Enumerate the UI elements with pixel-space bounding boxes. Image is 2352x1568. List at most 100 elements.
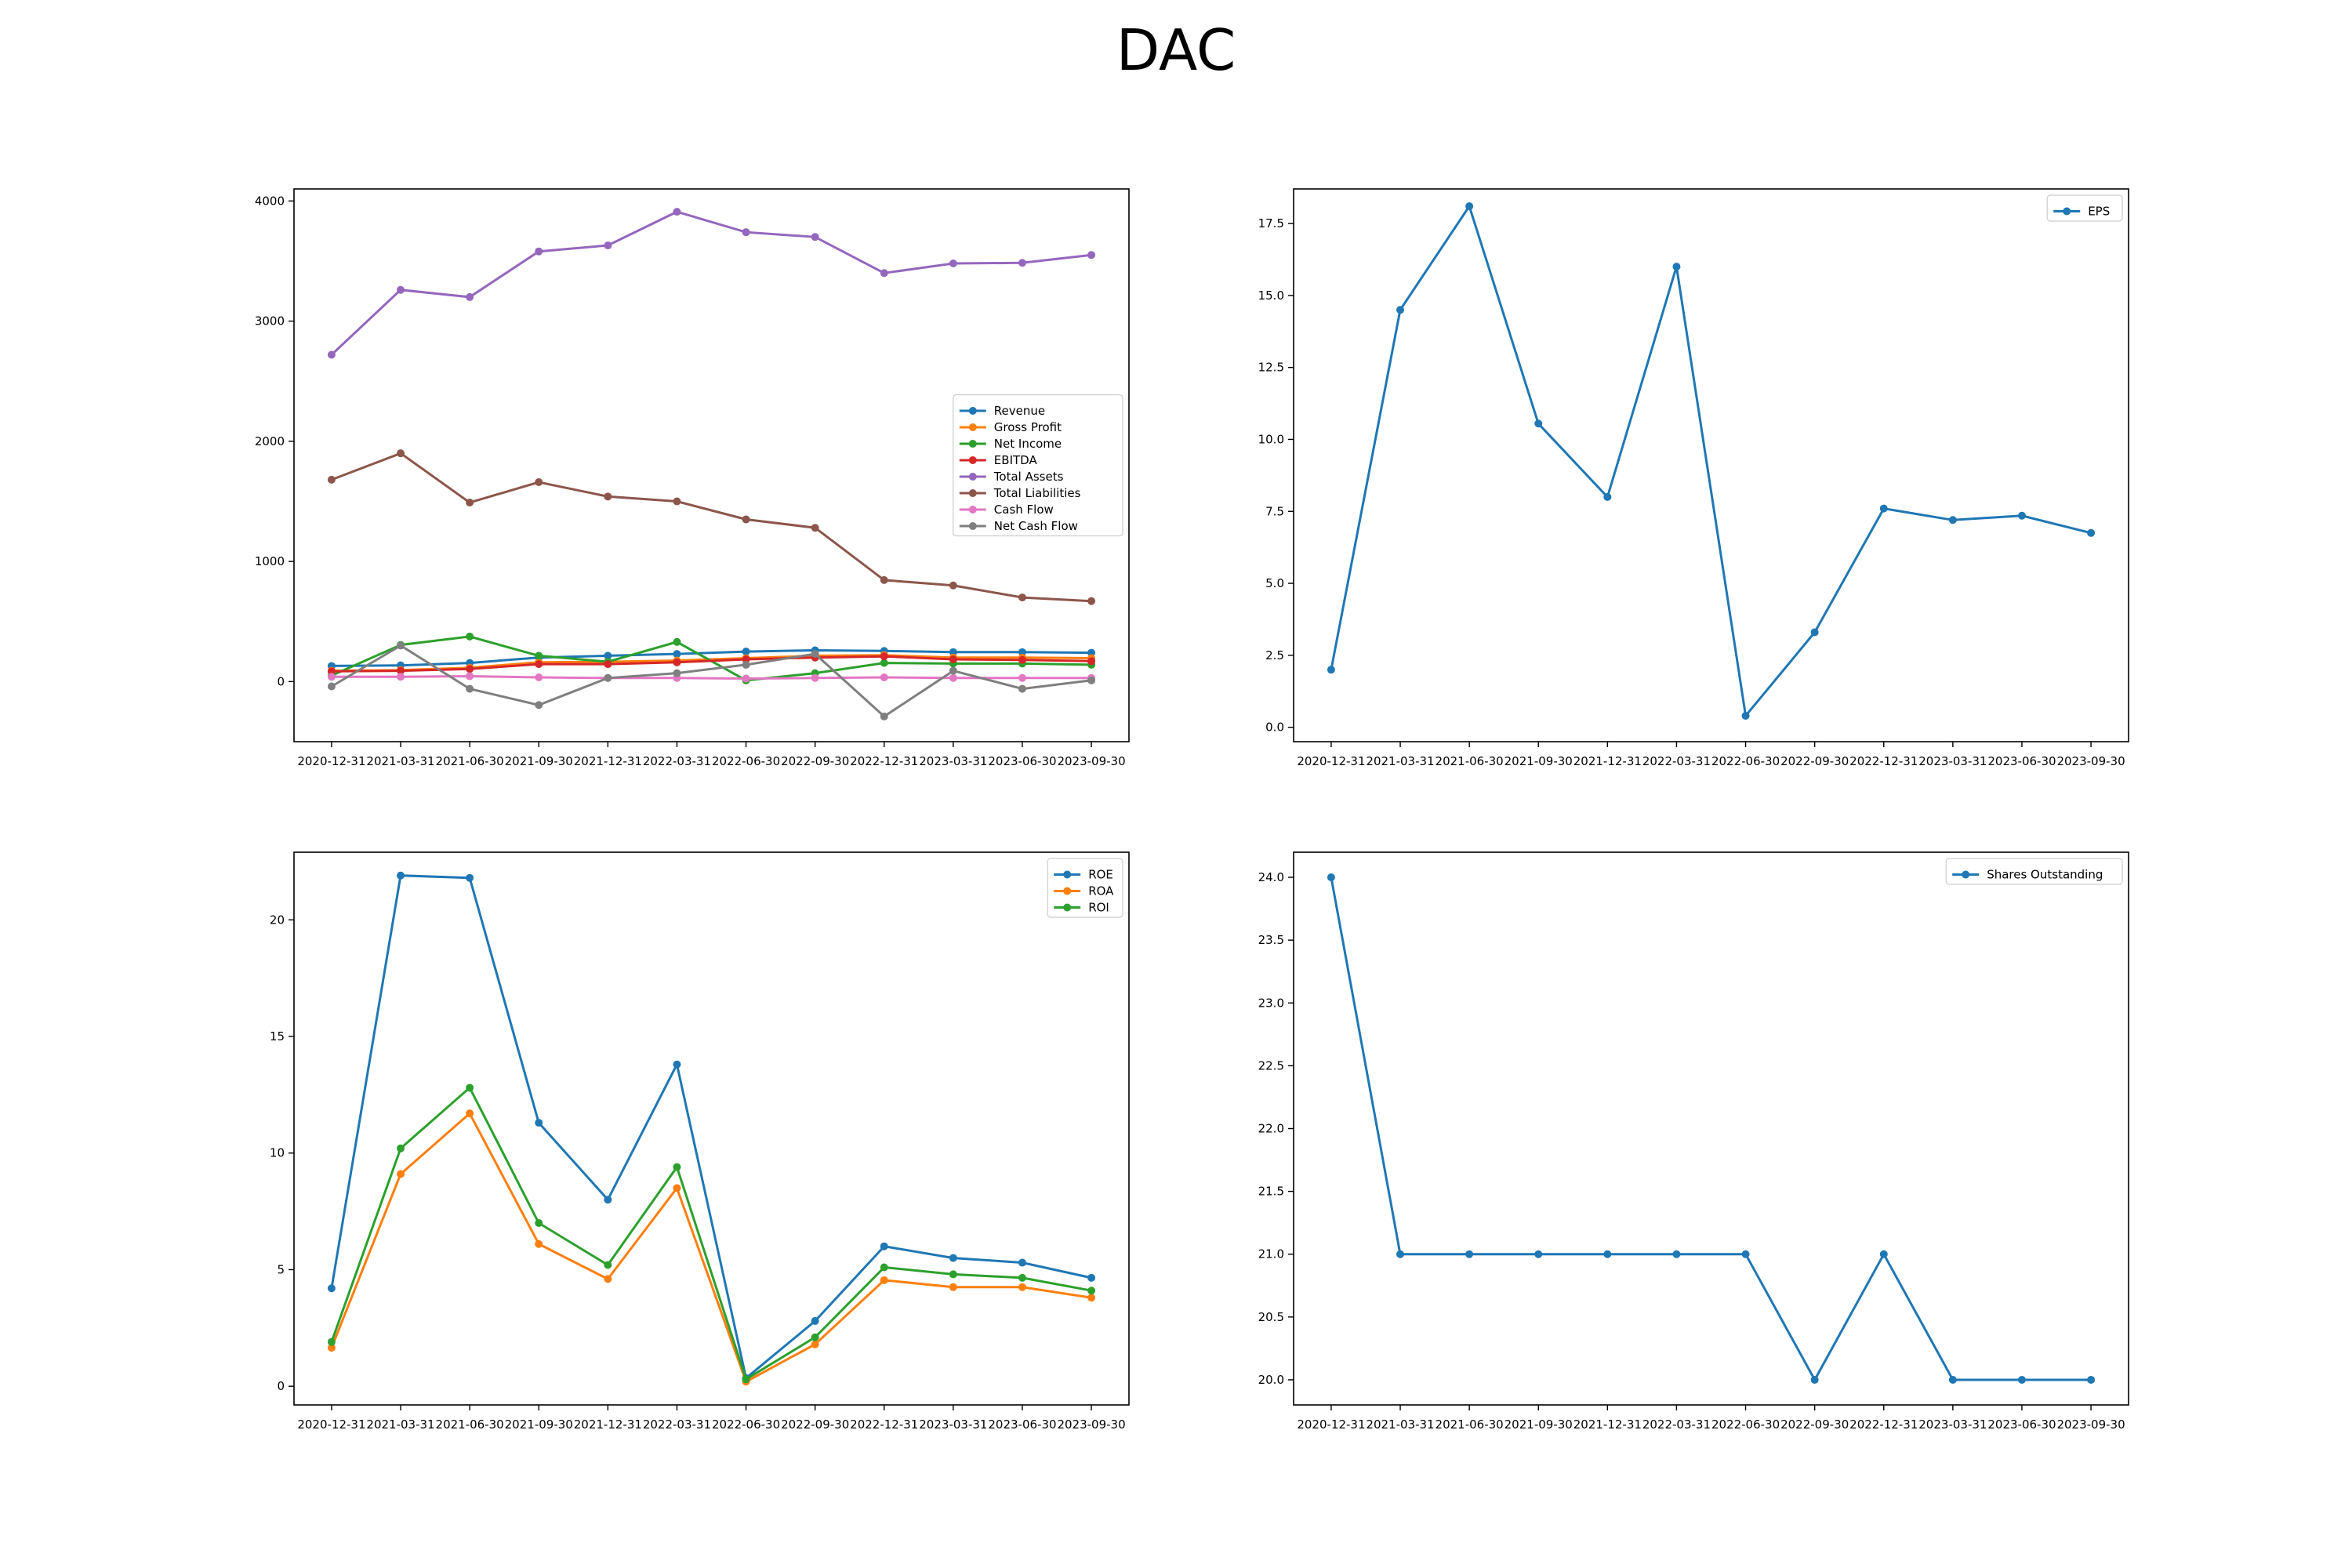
legend-marker: [1063, 870, 1072, 879]
data-point-eps: [1396, 306, 1405, 314]
y-tick-label: 0.0: [1265, 720, 1284, 735]
plot-frame: [293, 851, 1130, 1406]
legend-label: Revenue: [994, 404, 1045, 418]
data-point-roi: [327, 1338, 336, 1346]
data-point-total-assets: [466, 292, 474, 301]
x-tick-label: 2021-12-31: [574, 1417, 642, 1432]
x-tick-label: 2022-03-31: [1642, 1417, 1711, 1432]
data-point-roe: [673, 1060, 681, 1069]
legend-label: Shares Outstanding: [1987, 868, 2103, 882]
y-tick-label: 15.0: [1258, 289, 1284, 303]
legend-label: ROA: [1088, 884, 1114, 898]
x-tick-label: 2023-09-30: [1057, 754, 1125, 768]
data-point-net-cash-flow: [742, 660, 750, 669]
data-point-net-cash-flow: [1018, 684, 1026, 693]
legend: Shares Outstanding: [1945, 858, 2123, 885]
legend-box: [953, 394, 1123, 537]
data-point-roa: [397, 1170, 405, 1178]
data-point-cash-flow: [811, 673, 819, 682]
legend: Revenue Gross Profit Net Income EBITDA Total…: [953, 394, 1123, 537]
legend-marker: [1063, 887, 1072, 895]
series-line-shares-outstanding: [1330, 877, 2092, 1383]
data-point-roa: [535, 1240, 543, 1248]
data-point-total-liabilities: [397, 449, 405, 458]
x-tick-label: 2023-06-30: [1987, 754, 2056, 768]
x-tick-label: 2021-03-31: [1366, 1417, 1434, 1432]
y-tick-label: 22.0: [1258, 1122, 1284, 1136]
legend-marker: [2063, 207, 2071, 216]
y-tick-label: 15: [270, 1029, 285, 1044]
y-tick-label: 5: [277, 1262, 285, 1276]
data-point-cash-flow: [880, 673, 888, 682]
y-tick-label: 24.0: [1258, 870, 1284, 884]
y-tick-label: 2000: [255, 434, 285, 448]
legend-label: Total Assets: [993, 470, 1064, 484]
chart-panel-3: 2020-12-31 2021-03-31 2021-06-30 2021-09-30…: [270, 851, 1130, 1432]
data-point-roa: [604, 1275, 612, 1283]
data-point-revenue: [1087, 648, 1096, 657]
data-point-roe: [1087, 1273, 1096, 1282]
data-point-net-cash-flow: [397, 641, 405, 650]
data-point-roi: [1087, 1287, 1096, 1295]
y-tick-label: 1000: [255, 554, 285, 568]
data-point-total-liabilities: [949, 581, 957, 590]
data-point-shares-outstanding: [1534, 1250, 1543, 1258]
legend-label: EBITDA: [994, 453, 1038, 467]
y-tick-label: 0: [277, 674, 285, 688]
x-tick-label: 2021-09-30: [505, 754, 573, 768]
x-tick-label: 2023-06-30: [1987, 1417, 2056, 1432]
data-point-roa: [673, 1184, 681, 1192]
y-tick-label: 21.5: [1258, 1185, 1284, 1199]
data-point-net-cash-flow: [949, 666, 957, 675]
data-point-cash-flow: [327, 673, 336, 681]
data-point-net-cash-flow: [811, 650, 819, 659]
series-line-net-cash-flow: [331, 644, 1092, 718]
data-point-eps: [1603, 492, 1612, 501]
series-line-revenue: [331, 648, 1092, 667]
data-point-roe: [535, 1119, 543, 1127]
x-tick-label: 2020-12-31: [1297, 1417, 1365, 1432]
data-point-roe: [880, 1242, 888, 1250]
y-tick-label: 21.0: [1258, 1247, 1284, 1261]
data-point-shares-outstanding: [1396, 1250, 1405, 1258]
data-point-ebitda: [604, 660, 612, 669]
x-tick-label: 2020-12-31: [297, 754, 365, 768]
x-tick-label: 2022-12-31: [1849, 1417, 1918, 1432]
data-point-total-assets: [811, 233, 819, 241]
data-point-roi: [811, 1333, 819, 1341]
data-point-total-liabilities: [535, 477, 543, 486]
x-tick-label: 2021-12-31: [1573, 1417, 1642, 1432]
legend-marker: [1063, 903, 1072, 912]
x-tick-label: 2023-03-31: [1918, 754, 1987, 768]
data-point-eps: [1948, 516, 1957, 524]
data-point-total-liabilities: [466, 499, 474, 507]
legend: ROE ROA ROI: [1047, 858, 1123, 918]
data-point-roi: [880, 1263, 888, 1272]
x-tick-label: 2021-12-31: [574, 754, 642, 768]
series-line-ebitda: [331, 655, 1092, 673]
x-tick-label: 2022-06-30: [1711, 754, 1780, 768]
series-line-eps: [1330, 203, 2092, 719]
data-point-roe: [604, 1196, 612, 1204]
data-point-revenue: [673, 650, 681, 659]
x-tick-label: 2023-06-30: [988, 1417, 1056, 1432]
data-point-shares-outstanding: [1465, 1250, 1474, 1258]
data-point-roi: [535, 1218, 543, 1227]
data-point-eps: [1672, 263, 1681, 271]
y-tick-label: 4000: [255, 194, 285, 208]
data-point-total-liabilities: [604, 492, 612, 501]
series-line-total-liabilities: [331, 452, 1092, 603]
data-point-eps: [1465, 202, 1474, 211]
data-point-roa: [466, 1109, 474, 1118]
data-point-roe: [466, 873, 474, 882]
data-point-revenue: [742, 648, 750, 656]
legend-label: Gross Profit: [994, 420, 1062, 434]
x-tick-label: 2022-03-31: [643, 1417, 711, 1432]
x-tick-label: 2023-03-31: [1918, 1417, 1987, 1432]
x-tick-label: 2021-06-30: [436, 754, 504, 768]
x-tick-label: 2022-09-30: [1780, 754, 1849, 768]
data-point-total-liabilities: [673, 497, 681, 506]
x-tick-label: 2022-09-30: [781, 1417, 849, 1432]
legend-marker: [1962, 870, 1970, 879]
data-point-ebitda: [880, 652, 888, 661]
